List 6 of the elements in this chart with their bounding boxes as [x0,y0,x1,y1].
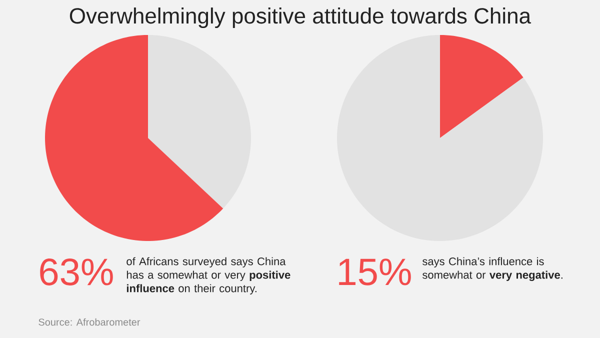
text: 63% [40,258,113,286]
text: of Africans surveyed says China has a somewhat or very positive influence on their country. [126,257,290,294]
source-note: Source: Afrobarometer [38,318,140,326]
text: 15% [339,258,411,286]
text: says China’s influence is somewhat or very negative. [422,257,562,282]
text: Overwhelmingly positive attitude towards China [70,8,532,28]
